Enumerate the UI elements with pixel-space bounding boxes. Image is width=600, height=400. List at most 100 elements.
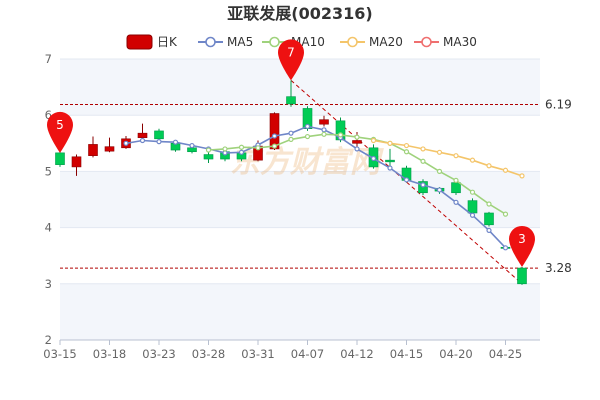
x-tick-label: 03-15 <box>43 347 76 361</box>
x-tick-label: 03-31 <box>241 347 274 361</box>
ma20-point <box>436 149 443 155</box>
ma10-point <box>205 147 212 153</box>
candle-body <box>385 159 395 163</box>
ma5-point <box>238 149 245 155</box>
x-tick-label: 03-23 <box>142 347 175 361</box>
x-tick-label: 03-18 <box>93 347 126 361</box>
candle-body <box>88 144 98 156</box>
marker-pin <box>509 225 535 267</box>
ma20-point <box>453 153 459 159</box>
ma10-point <box>288 136 294 142</box>
ma20-point <box>403 142 410 149</box>
ma5-point <box>123 140 129 146</box>
ma5-point <box>420 182 426 188</box>
ma20-point <box>486 163 492 169</box>
ma5-point <box>502 245 509 251</box>
ma20-point <box>387 140 393 146</box>
candle-body <box>203 154 214 160</box>
ma10-point <box>502 211 509 217</box>
marker-pin <box>47 111 73 153</box>
x-tick-label: 04-20 <box>439 347 472 361</box>
ma5-point <box>172 139 179 145</box>
ma5-line <box>125 125 507 249</box>
ma5-point <box>370 155 377 162</box>
y-axis: 2 3 4 5 6 7 <box>45 52 52 347</box>
ma5-point <box>354 146 360 152</box>
ma10-point <box>255 145 261 151</box>
grid-band <box>60 59 540 116</box>
ma5-point <box>403 177 410 183</box>
markers: 5 7 3 <box>47 39 535 267</box>
ma10-point <box>403 149 410 155</box>
grid-band <box>60 283 540 340</box>
candle-body <box>55 152 65 165</box>
grid-bands <box>60 59 540 340</box>
ma10-point <box>469 189 476 195</box>
y-tick-label: 4 <box>45 221 52 235</box>
ma5-point <box>486 227 492 234</box>
candle-body <box>104 146 115 152</box>
trend-line-path <box>290 79 523 285</box>
ma5-point <box>436 187 443 193</box>
ma10-point <box>354 134 360 140</box>
x-axis: 03-15 03-18 03-23 03-28 03-31 04-07 04-12 04-15… <box>43 339 540 361</box>
ma10-point <box>420 158 426 164</box>
ma20-point <box>502 167 509 173</box>
legend-label: MA20 <box>369 35 403 49</box>
ma5-point <box>271 133 278 139</box>
candle-body <box>71 156 82 168</box>
x-tick-label: 04-25 <box>489 347 522 361</box>
ma5-point <box>387 165 393 171</box>
candle-body <box>154 130 164 140</box>
ma5-point <box>453 199 459 205</box>
legend-candle-icon <box>126 34 153 50</box>
ma5-point <box>304 123 311 130</box>
x-tick-label: 04-07 <box>291 347 324 361</box>
grid-band <box>60 171 540 228</box>
ma10-point <box>436 168 443 174</box>
candle-body <box>269 113 280 150</box>
y-tick-label: 6 <box>45 108 52 122</box>
marker-label: 3 <box>518 232 526 246</box>
legend-label: 日K <box>157 35 178 49</box>
candle-body <box>467 200 478 214</box>
x-tick-label: 03-28 <box>192 347 225 361</box>
ma20-line <box>373 139 523 177</box>
legend-point-icon <box>347 36 358 48</box>
legend-point-icon <box>421 36 432 48</box>
y-tick-label: 5 <box>45 164 52 178</box>
candle-body <box>319 119 329 125</box>
ma10-point <box>453 177 459 183</box>
ma10-point <box>222 146 228 152</box>
ma10-point <box>337 132 344 138</box>
ma5-point <box>321 127 327 133</box>
chart-title: 亚联发展(002316) <box>227 4 372 23</box>
ma5-point <box>469 212 476 218</box>
marker-label: 5 <box>56 118 64 132</box>
legend-label: MA5 <box>227 35 253 49</box>
candle-body <box>451 182 461 194</box>
legend-point-icon <box>269 36 280 48</box>
ma5-point <box>189 142 195 149</box>
ma10-point <box>238 144 245 150</box>
ma20-point <box>519 173 525 179</box>
marker-label: 7 <box>287 45 295 59</box>
reference-line-label: 6.19 <box>545 98 572 112</box>
ma20-point <box>420 146 426 152</box>
marker-pin <box>278 39 304 81</box>
ma10-point <box>271 143 278 149</box>
candle-body <box>517 267 527 285</box>
candle-body <box>137 132 148 138</box>
ma10-point <box>321 131 327 137</box>
x-tick-label: 04-15 <box>390 347 423 361</box>
reference-line-label: 3.28 <box>545 261 572 275</box>
legend-label: MA30 <box>443 35 477 49</box>
moving-averages <box>123 123 525 251</box>
reference-lines: 6.19 3.28 <box>60 98 572 275</box>
y-tick-label: 2 <box>45 333 52 347</box>
ma5-point <box>156 139 162 145</box>
candle-body <box>352 140 362 144</box>
legend[interactable]: 日K MA5 MA10 MA20 MA30 <box>126 34 477 50</box>
trend-line <box>290 79 523 285</box>
